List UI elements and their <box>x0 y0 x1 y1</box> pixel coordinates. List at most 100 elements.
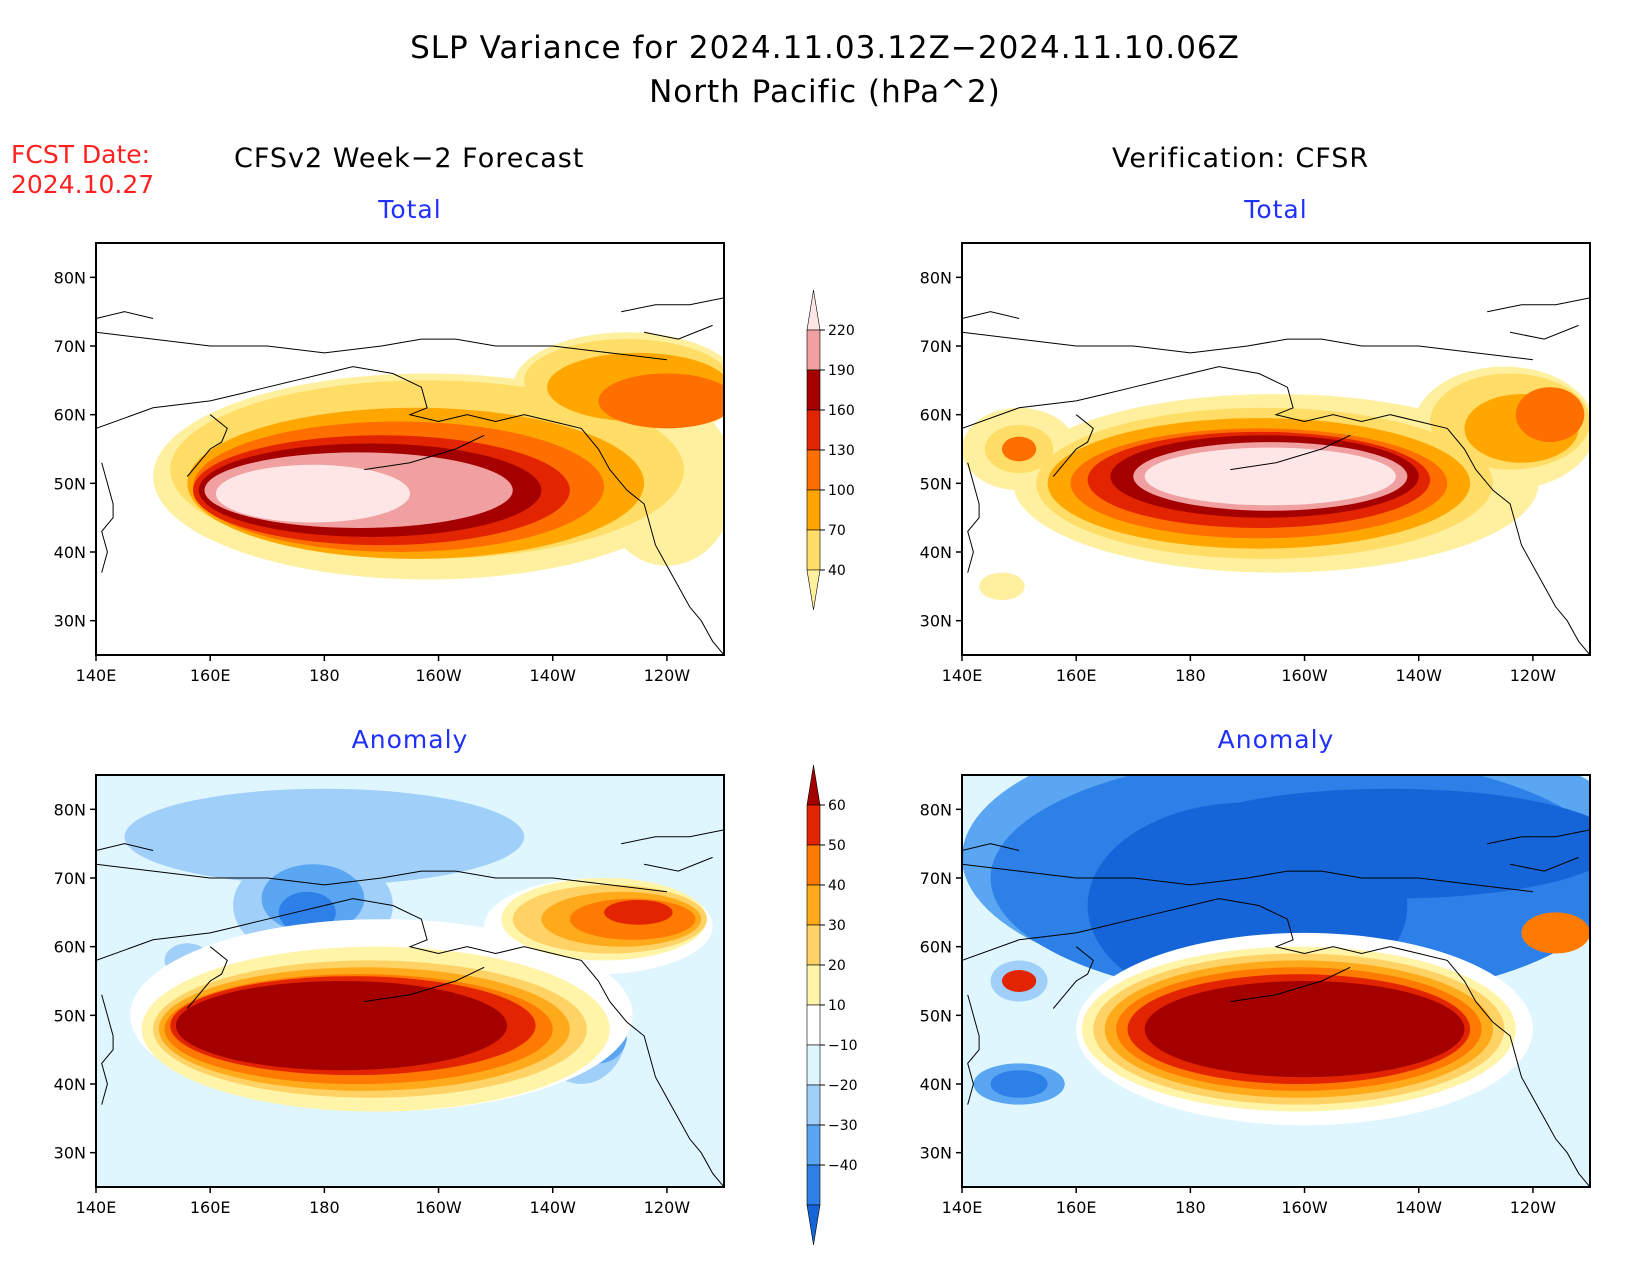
total-colorbar-segment-4 <box>806 449 821 491</box>
anomaly-colorbar-segment-9 <box>806 1124 821 1166</box>
anomaly-colorbar: 60 50 40 30 20 10 −10 −20 −30 −40 <box>806 764 858 1246</box>
total-colorbar-level-3: 130 <box>828 443 855 459</box>
verification-anomaly-coastline-3 <box>1052 946 1094 1009</box>
anomaly-colorbar-level-4: 20 <box>828 958 846 974</box>
forecast-total-coastline-2 <box>101 462 114 573</box>
verification-total-lon-label-5: 120W <box>1510 666 1557 685</box>
verification-anomaly-lat-label-3: 50N <box>920 1006 952 1025</box>
forecast-date-label: FCST Date: <box>11 140 151 169</box>
anomaly-colorbar-segment-3 <box>806 884 821 926</box>
verification-total-lat-label-4: 40N <box>920 543 952 562</box>
anomaly-colorbar-segment-1 <box>806 804 821 846</box>
forecast-anomaly-contour-19 <box>604 899 673 925</box>
anomaly-colorbar-segment-0 <box>806 764 821 806</box>
verification-anomaly-coastline-6 <box>1510 856 1579 872</box>
total-colorbar-level-5: 70 <box>828 523 846 539</box>
verification-anomaly-coastline-5 <box>1487 829 1590 845</box>
forecast-column-heading: CFSv2 Week−2 Forecast <box>234 143 585 174</box>
verification-column-heading: Verification: CFSR <box>1112 143 1370 174</box>
verification-total-title: Total <box>1244 195 1308 224</box>
verification-total-coastline-2 <box>967 462 980 573</box>
forecast-anomaly-lat-label-4: 40N <box>54 1075 86 1094</box>
verification-anomaly-coastline-0 <box>962 898 1590 1187</box>
verification-total-coastline-5 <box>1487 297 1590 313</box>
verification-anomaly-lon-label-0: 140E <box>942 1198 983 1217</box>
anomaly-colorbar-level-9: −40 <box>828 1158 858 1174</box>
verification-total-lat-label-0: 80N <box>920 268 952 287</box>
forecast-anomaly-contour-20 <box>175 981 508 1071</box>
forecast-anomaly-lon-label-1: 160E <box>190 1198 231 1217</box>
verification-total-field <box>962 243 1590 655</box>
verification-anomaly-lat-label-2: 60N <box>920 938 952 957</box>
verification-total-contour-2 <box>979 572 1025 601</box>
figure-title-line2: North Pacific (hPa^2) <box>649 74 1001 110</box>
anomaly-colorbar-segment-7 <box>806 1044 821 1086</box>
forecast-total-lon-label-5: 120W <box>644 666 691 685</box>
forecast-total-field <box>96 243 724 655</box>
anomaly-colorbar-segment-6 <box>806 1004 821 1046</box>
verification-total-lat-label-5: 30N <box>920 612 952 631</box>
forecast-total-contour-8 <box>598 373 724 429</box>
anomaly-colorbar-segment-5 <box>806 964 821 1006</box>
total-colorbar-level-1: 190 <box>828 363 855 379</box>
verification-total-contour-15 <box>1144 447 1396 506</box>
forecast-total-lat-label-4: 40N <box>54 543 86 562</box>
verification-total-lat-label-1: 70N <box>920 337 952 356</box>
forecast-anomaly-lat-label-1: 70N <box>54 869 86 888</box>
verification-anomaly-contour-9 <box>990 1070 1048 1098</box>
anomaly-colorbar-segment-11 <box>806 1204 821 1246</box>
verification-anomaly-contour-17 <box>1521 912 1590 954</box>
verification-anomaly-lon-label-4: 140W <box>1396 1198 1443 1217</box>
forecast-total-coastline-3 <box>186 414 228 477</box>
verification-total-coastline-7 <box>962 311 1020 319</box>
anomaly-colorbar-level-8: −30 <box>828 1118 858 1134</box>
forecast-total-coastline-1 <box>96 331 667 361</box>
verification-anomaly-coastline-4 <box>1230 966 1351 1003</box>
verification-anomaly-coastline-1 <box>962 863 1533 893</box>
figure-title-line1: SLP Variance for 2024.11.03.12Z−2024.11.… <box>410 30 1240 66</box>
forecast-total-contour-12 <box>215 464 410 523</box>
verification-anomaly-lat-label-5: 30N <box>920 1144 952 1163</box>
forecast-anomaly-coastline-3 <box>186 946 228 1009</box>
verification-total-coastline-1 <box>962 331 1533 361</box>
verification-anomaly-lat-label-4: 40N <box>920 1075 952 1094</box>
anomaly-colorbar-segment-2 <box>806 844 821 886</box>
forecast-anomaly-coastline-5 <box>621 829 724 845</box>
forecast-anomaly-lon-label-0: 140E <box>76 1198 117 1217</box>
forecast-anomaly-coastline-4 <box>364 966 485 1003</box>
verification-anomaly-lon-label-1: 160E <box>1056 1198 1097 1217</box>
total-colorbar-segment-3 <box>806 409 821 451</box>
verification-total-coastline-0 <box>962 366 1590 655</box>
forecast-anomaly-lat-label-3: 50N <box>54 1006 86 1025</box>
forecast-anomaly-title: Anomaly <box>351 725 469 754</box>
total-colorbar-segment-0 <box>806 289 821 331</box>
forecast-total-lon-label-0: 140E <box>76 666 117 685</box>
anomaly-colorbar-level-3: 30 <box>828 918 846 934</box>
forecast-total-coastline-4 <box>364 434 485 471</box>
total-colorbar-level-4: 100 <box>828 483 855 499</box>
verification-anomaly-lon-label-3: 160W <box>1281 1198 1328 1217</box>
total-colorbar-segment-7 <box>806 569 821 611</box>
verification-total-lat-label-3: 50N <box>920 474 952 493</box>
forecast-anomaly-coastline-7 <box>96 843 154 851</box>
forecast-total-coastline-0 <box>96 366 724 655</box>
forecast-anomaly-coastline-2 <box>101 994 114 1105</box>
verification-total-lon-label-4: 140W <box>1396 666 1443 685</box>
forecast-total-map: 80N 70N 60N 50N 40N 30N 140E 160E 180 160W 140W 120… <box>54 242 725 685</box>
verification-total-contour-9 <box>1001 436 1037 462</box>
verification-anomaly-lon-label-5: 120W <box>1510 1198 1557 1217</box>
forecast-total-frame <box>95 242 725 656</box>
forecast-total-lon-label-4: 140W <box>530 666 577 685</box>
anomaly-colorbar-level-7: −20 <box>828 1078 858 1094</box>
total-colorbar-segment-6 <box>806 529 821 571</box>
verification-total-lat-label-2: 60N <box>920 406 952 425</box>
verification-anomaly-coastline-2 <box>967 994 980 1105</box>
forecast-anomaly-lat-label-5: 30N <box>54 1144 86 1163</box>
forecast-total-lat-label-2: 60N <box>54 406 86 425</box>
verification-total-coastline-6 <box>1510 324 1579 340</box>
forecast-anomaly-contour-0 <box>124 788 525 885</box>
anomaly-colorbar-level-1: 50 <box>828 838 846 854</box>
verification-total-lon-label-0: 140E <box>942 666 983 685</box>
total-colorbar: 220 190 160 130 100 70 40 <box>806 289 855 611</box>
forecast-anomaly-coastline-1 <box>96 863 667 893</box>
